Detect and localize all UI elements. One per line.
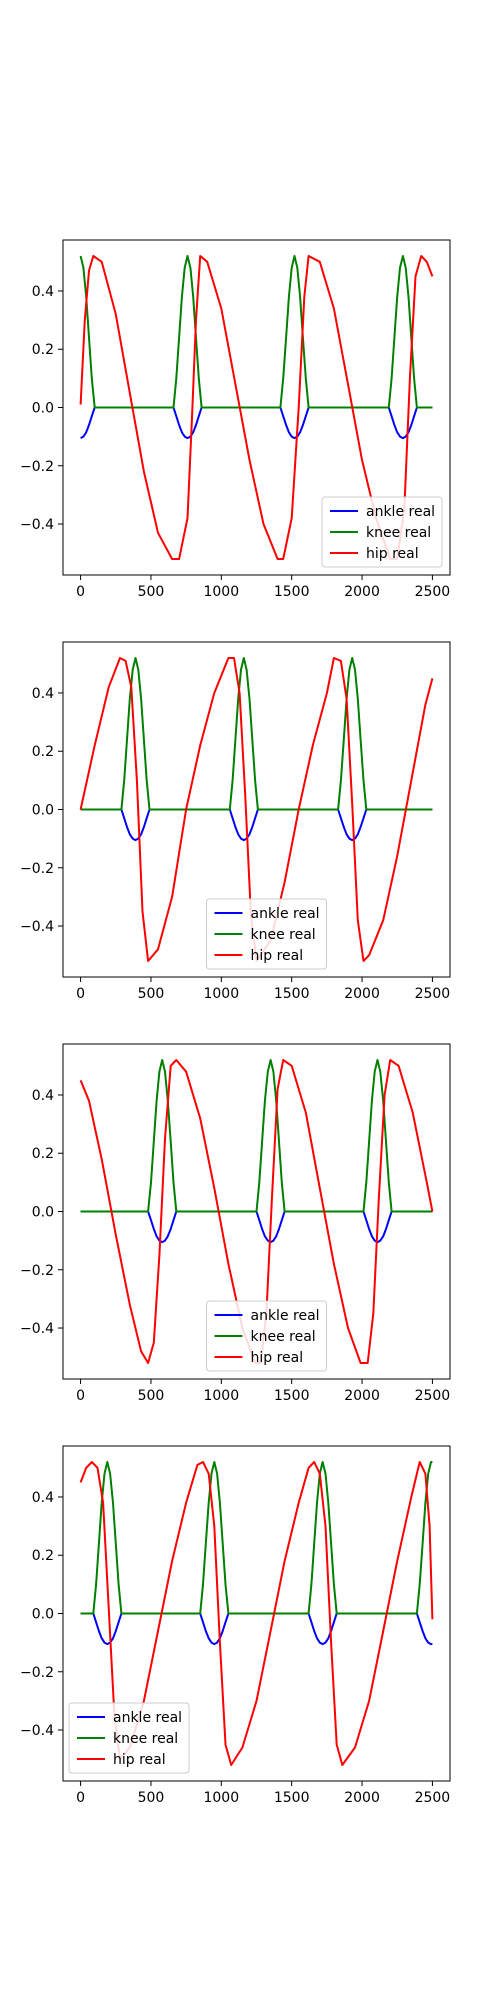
- y-tick-label: −0.2: [20, 1263, 54, 1279]
- x-tick-label: 2500: [415, 986, 451, 1002]
- x-tick-label: 0: [76, 1790, 85, 1806]
- x-tick-label: 500: [138, 1790, 165, 1806]
- x-tick-label: 0: [76, 584, 85, 600]
- y-tick-label: 0.0: [32, 401, 54, 417]
- legend-box: [68, 1702, 190, 1774]
- legend-label: hip real: [113, 1752, 166, 1768]
- y-tick-label: −0.2: [20, 861, 54, 877]
- legend-box: [321, 496, 443, 568]
- series-line-knee-real: [80, 1461, 433, 1615]
- y-tick-label: 0.2: [32, 1548, 54, 1564]
- legend-label: ankle real: [113, 1710, 182, 1726]
- legend: ankle real knee real hip real: [206, 898, 327, 970]
- y-tick-label: −0.2: [20, 459, 54, 475]
- legend: ankle real knee real hip real: [321, 496, 443, 568]
- y-tick-label: 0.4: [32, 1088, 54, 1104]
- y-tick-label: 0.4: [32, 1490, 54, 1506]
- x-tick-label: 2500: [415, 1388, 451, 1404]
- x-tick-label: 2500: [415, 584, 451, 600]
- y-tick-label: 0.4: [32, 686, 54, 702]
- y-tick-label: −0.2: [20, 1665, 54, 1681]
- x-tick-label: 500: [138, 584, 165, 600]
- y-tick-label: −0.4: [20, 1321, 54, 1337]
- chart-4: 0 500 1000 1500 2000 2500 0.4 0.2 0.0 −0.2 −0.4 ank…: [20, 1445, 451, 1806]
- legend-label: ankle real: [251, 906, 320, 922]
- y-tick-label: −0.4: [20, 517, 54, 533]
- series-line-ankle-real: [80, 1210, 433, 1244]
- x-tick-label: 1500: [274, 584, 310, 600]
- series-line-ankle-real: [80, 808, 433, 842]
- legend-label: knee real: [251, 1329, 316, 1345]
- legend-label: hip real: [251, 948, 304, 964]
- x-tick-label: 1000: [203, 1790, 239, 1806]
- chart-1: 0 500 1000 1500 2000 2500 0.4 0.2 0.0 −0.2 −0.4 ank…: [20, 239, 451, 600]
- y-tick-label: 0.2: [32, 744, 54, 760]
- y-tick-label: 0.2: [32, 342, 54, 358]
- x-tick-label: 1000: [203, 986, 239, 1002]
- x-tick-label: 0: [76, 986, 85, 1002]
- series-line-knee-real: [79, 255, 433, 409]
- x-tick-label: 1000: [203, 1388, 239, 1404]
- x-tick-label: 2000: [344, 1790, 380, 1806]
- series-line-knee-real: [80, 1059, 433, 1213]
- legend-box: [206, 898, 327, 970]
- y-tick-label: 0.2: [32, 1146, 54, 1162]
- x-tick-label: 2000: [344, 584, 380, 600]
- y-tick-label: 0.0: [32, 1607, 54, 1623]
- x-tick-label: 500: [138, 1388, 165, 1404]
- legend-label: knee real: [251, 927, 316, 943]
- legend-box: [206, 1300, 327, 1372]
- legend: ankle real knee real hip real: [206, 1300, 327, 1372]
- chart-2: 0 500 1000 1500 2000 2500 0.4 0.2 0.0 −0.2 −0.4 ank…: [20, 641, 451, 1002]
- x-tick-label: 1500: [274, 1790, 310, 1806]
- x-tick-label: 2000: [344, 1388, 380, 1404]
- legend-label: hip real: [251, 1350, 304, 1366]
- y-tick-label: 0.0: [32, 803, 54, 819]
- x-tick-label: 1000: [203, 584, 239, 600]
- x-tick-label: 2000: [344, 986, 380, 1002]
- x-tick-label: 500: [138, 986, 165, 1002]
- legend-label: ankle real: [366, 504, 435, 520]
- legend-label: knee real: [366, 525, 431, 541]
- series-line-knee-real: [80, 657, 433, 811]
- legend: ankle real knee real hip real: [68, 1702, 190, 1774]
- x-tick-label: 0: [76, 1388, 85, 1404]
- chart-3: 0 500 1000 1500 2000 2500 0.4 0.2 0.0 −0.2 −0.4 ank…: [20, 1043, 451, 1404]
- y-tick-label: 0.4: [32, 284, 54, 300]
- x-tick-label: 2500: [415, 1790, 451, 1806]
- y-tick-label: −0.4: [20, 1723, 54, 1739]
- legend-label: hip real: [366, 546, 419, 562]
- y-tick-label: 0.0: [32, 1205, 54, 1221]
- legend-label: ankle real: [251, 1308, 320, 1324]
- y-tick-label: −0.4: [20, 919, 54, 935]
- x-tick-label: 1500: [274, 986, 310, 1002]
- x-tick-label: 1500: [274, 1388, 310, 1404]
- legend-label: knee real: [113, 1731, 178, 1747]
- series-line-ankle-real: [80, 1612, 433, 1646]
